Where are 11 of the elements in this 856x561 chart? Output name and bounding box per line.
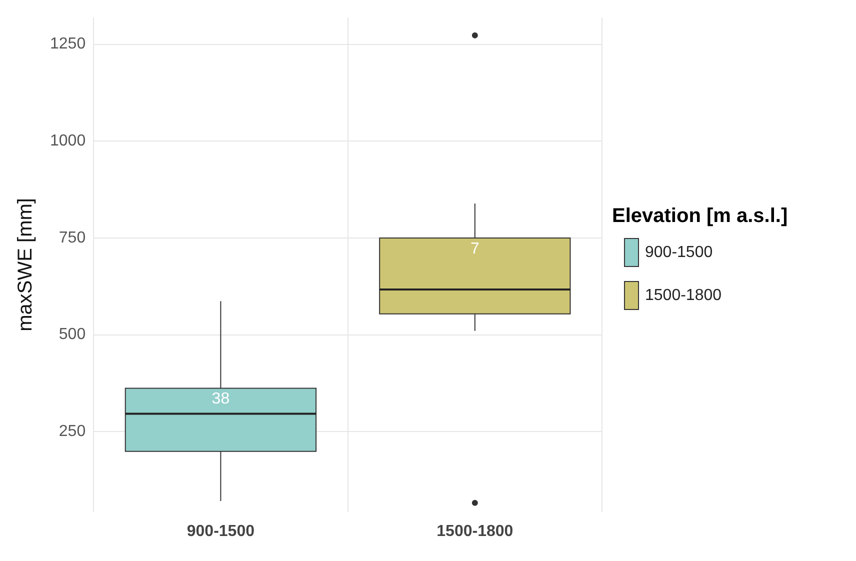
- y-axis-title: maxSWE [mm]: [14, 198, 37, 332]
- y-tick-label: 250: [58, 423, 86, 440]
- annotation: 7: [470, 240, 480, 258]
- y-tick-label: 750: [58, 229, 86, 246]
- y-tick-label: 500: [58, 326, 86, 344]
- y-tick-label: 1250: [50, 36, 86, 53]
- annotation: 38: [212, 390, 230, 408]
- legend-title: Elevation [m a.s.l.]: [612, 205, 788, 228]
- legend-label: 1500-1800: [645, 286, 722, 304]
- legend-label: 900-1500: [645, 244, 713, 262]
- y-tick-label: 1000: [50, 132, 86, 150]
